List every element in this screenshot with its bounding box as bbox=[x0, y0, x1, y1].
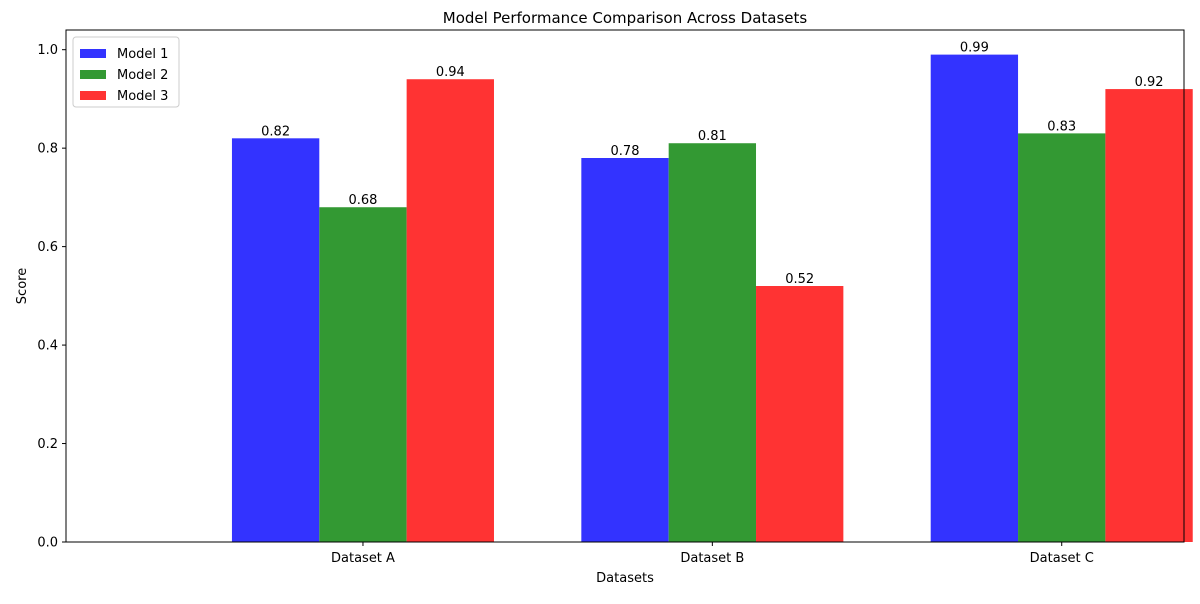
legend-label: Model 2 bbox=[117, 68, 168, 83]
bar-model-1-dataset-a bbox=[231, 138, 320, 543]
data-label: 0.81 bbox=[698, 129, 727, 144]
x-axis-label: Datasets bbox=[596, 571, 654, 586]
bar-model-1-dataset-b bbox=[581, 158, 669, 542]
data-label: 0.99 bbox=[960, 41, 989, 56]
data-label: 0.68 bbox=[348, 193, 377, 208]
x-tick-label: Dataset B bbox=[680, 551, 744, 566]
bar-model-3-dataset-a bbox=[406, 79, 494, 542]
legend-swatch-model-1 bbox=[80, 49, 106, 58]
x-tick-label: Dataset A bbox=[331, 551, 395, 566]
y-axis: 0.0 0.2 0.4 0.6 0.8 1.0 bbox=[37, 43, 66, 551]
legend-label: Model 1 bbox=[117, 47, 168, 62]
chart-title: Model Performance Comparison Across Data… bbox=[443, 9, 808, 27]
data-label: 0.94 bbox=[436, 65, 465, 80]
bar-model-2-dataset-b bbox=[668, 143, 757, 542]
data-labels-layer: 0.82 0.78 0.99 0.68 0.81 0.83 0.94 0.52 0.92 bbox=[261, 41, 1163, 287]
y-tick-label: 0.8 bbox=[37, 142, 58, 157]
data-label: 0.83 bbox=[1047, 119, 1076, 134]
legend-label: Model 3 bbox=[117, 89, 168, 104]
y-tick-label: 0.4 bbox=[37, 339, 58, 354]
data-label: 0.92 bbox=[1135, 75, 1164, 90]
bar-model-3-dataset-b bbox=[756, 286, 844, 542]
bar-model-1-dataset-c bbox=[930, 54, 1019, 542]
data-label: 0.78 bbox=[611, 144, 640, 159]
bar-model-2-dataset-c bbox=[1018, 133, 1106, 542]
y-tick-label: 1.0 bbox=[37, 43, 58, 58]
y-axis-label: Score bbox=[15, 268, 30, 304]
data-label: 0.52 bbox=[785, 272, 814, 287]
y-tick-label: 0.2 bbox=[37, 437, 58, 452]
bar-model-2-dataset-a bbox=[319, 207, 407, 542]
bar-model-3-dataset-c bbox=[1105, 89, 1193, 543]
y-tick-label: 0.0 bbox=[37, 536, 58, 551]
legend: Model 1 Model 2 Model 3 bbox=[72, 36, 180, 108]
bars-layer bbox=[231, 54, 1193, 543]
legend-swatch-model-3 bbox=[80, 91, 106, 100]
plot-frame bbox=[65, 29, 1185, 543]
data-label: 0.82 bbox=[261, 124, 290, 139]
x-axis: Dataset A Dataset B Dataset C bbox=[331, 542, 1094, 566]
legend-swatch-model-2 bbox=[80, 70, 106, 79]
x-tick-label: Dataset C bbox=[1030, 551, 1094, 566]
y-tick-label: 0.6 bbox=[37, 240, 58, 255]
